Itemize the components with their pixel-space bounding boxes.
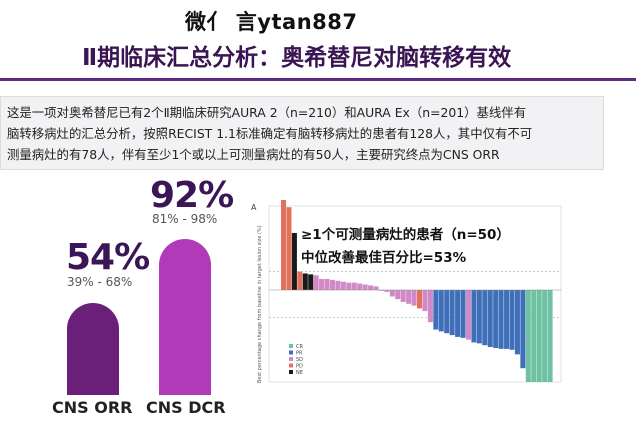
y-axis-label: Best percentage change from baseline in … — [257, 225, 263, 383]
waterfall-bar — [313, 275, 319, 290]
legend-label: CR — [296, 344, 303, 350]
waterfall-bar — [509, 290, 515, 350]
waterfall-bar — [281, 200, 287, 290]
waterfall-bar — [498, 290, 504, 349]
waterfall-bar — [531, 290, 537, 382]
waterfall-bar — [504, 290, 510, 349]
annotation-line-2: 中位改善最佳百分比=53% — [301, 249, 467, 266]
description-line: 测量病灶的有78人，伴有至少1个或以上可测量病灶的有50人，主要研究终点为CNS… — [7, 147, 500, 162]
waterfall-bar — [400, 290, 406, 302]
waterfall-bar — [335, 280, 341, 290]
legend-swatch — [289, 350, 293, 355]
waterfall-bar — [487, 290, 493, 348]
legend-swatch — [289, 363, 293, 368]
waterfall-bar — [389, 290, 395, 297]
description-box: 这是一项对奥希替尼已有2个Ⅱ期临床研究AURA 2（n=210）和AURA Ex… — [0, 96, 604, 170]
annotation-line-1: ≥1个可测量病灶的患者（n=50） — [301, 226, 510, 243]
orr-category-label: CNS ORR — [52, 398, 133, 417]
plot-frame — [268, 205, 562, 383]
waterfall-bar — [493, 290, 499, 348]
waterfall-bar — [476, 290, 482, 344]
waterfall-bar — [547, 290, 553, 382]
orr-ci-label: 39% - 68% — [67, 275, 133, 289]
waterfall-bar — [351, 282, 357, 290]
waterfall-bar — [417, 290, 423, 309]
waterfall-bar — [422, 290, 428, 312]
legend-label: PD — [296, 364, 303, 370]
legend-label: PR — [296, 351, 303, 357]
page-title: Ⅱ期临床汇总分析：奥希替尼对脑转移有效 — [82, 45, 512, 71]
waterfall-bar — [465, 290, 471, 340]
watermark: 微亻 言ytan887 — [185, 10, 358, 34]
waterfall-bar — [368, 285, 374, 290]
waterfall-bar — [319, 278, 325, 290]
dcr-value-label: 92% — [150, 175, 234, 216]
description-line: 这是一项对奥希替尼已有2个Ⅱ期临床研究AURA 2（n=210）和AURA Ex… — [7, 105, 527, 120]
waterfall-bar — [357, 283, 363, 290]
orr-bar — [67, 303, 119, 395]
panel-label: A — [251, 203, 257, 212]
legend-label: SD — [296, 357, 303, 363]
waterfall-bar — [384, 290, 390, 292]
dcr-ci-label: 81% - 98% — [152, 212, 218, 226]
waterfall-bar — [406, 290, 412, 304]
waterfall-bar — [438, 290, 444, 332]
waterfall-chart: A Best percentage change from baseline i… — [251, 200, 562, 383]
dcr-bar — [159, 238, 211, 395]
waterfall-bar — [433, 290, 439, 330]
waterfall-bar — [302, 273, 308, 290]
dcr-category-label: CNS DCR — [146, 398, 226, 417]
waterfall-bar — [471, 290, 477, 343]
waterfall-bar — [340, 281, 346, 290]
waterfall-bar — [378, 290, 384, 291]
waterfall-bar — [444, 290, 450, 334]
waterfall-bar — [373, 286, 379, 290]
waterfall-bar — [324, 278, 330, 290]
waterfall-bar — [460, 290, 466, 338]
waterfall-bar — [449, 290, 455, 336]
waterfall-bar — [525, 290, 531, 382]
waterfall-bar — [346, 282, 352, 290]
waterfall-bar — [286, 207, 292, 290]
waterfall-bar — [395, 290, 401, 300]
waterfall-bars — [281, 200, 553, 382]
waterfall-bar — [514, 290, 520, 355]
legend-swatch — [289, 344, 293, 348]
waterfall-bar — [427, 290, 433, 323]
legend-swatch — [289, 357, 293, 361]
waterfall-bar — [542, 290, 548, 382]
legend-label: NE — [296, 370, 303, 376]
description-line: 脑转移病灶的汇总分析，按照RECIST 1.1标准确定有脑转移病灶的患者有128… — [7, 126, 533, 141]
waterfall-bar — [291, 232, 297, 290]
waterfall-bar — [520, 290, 526, 369]
waterfall-bar — [297, 271, 303, 290]
title-underline — [0, 78, 636, 81]
orr-value-label: 54% — [66, 237, 150, 278]
waterfall-bar — [411, 290, 417, 306]
waterfall-bar — [308, 274, 314, 290]
waterfall-bar — [482, 290, 488, 346]
waterfall-bar — [329, 279, 335, 290]
waterfall-bar — [362, 284, 368, 290]
legend-swatch — [289, 370, 293, 374]
waterfall-bar — [536, 290, 542, 382]
waterfall-bar — [455, 290, 461, 337]
